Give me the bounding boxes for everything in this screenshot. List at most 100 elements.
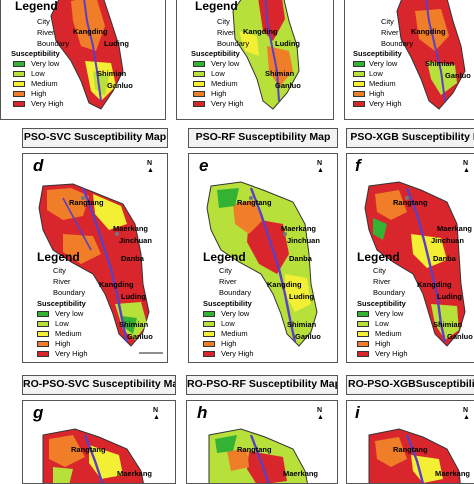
label-ganluo: Ganluo: [447, 332, 473, 341]
label-jinchuan: Jinchuan: [287, 236, 320, 245]
zone-medium: [239, 31, 259, 56]
panel-letter-f: f: [355, 156, 361, 175]
map-c-svg: [396, 0, 466, 110]
legend-medium: Medium: [375, 329, 402, 338]
swatch-medium: [193, 81, 205, 87]
zone-very-high: [258, 0, 285, 41]
label-rangtang: Rangtang: [393, 445, 428, 454]
zone-very-low: [215, 435, 237, 453]
label-shimian: Shimian: [433, 320, 463, 329]
zone-medium: [285, 274, 311, 312]
legend-medium: Medium: [369, 79, 396, 88]
legend-city: City: [373, 266, 386, 275]
swatch-very-low: [193, 61, 205, 67]
zone-very-high-center: [247, 218, 289, 274]
label-ganluo: Ganluo: [295, 332, 321, 341]
label-kangding: Kangding: [411, 27, 446, 36]
legend-very-high: Very High: [221, 349, 254, 358]
swatch-very-high: [353, 101, 365, 107]
swatch-very-low: [13, 61, 25, 67]
label-jinchuan: Jinchuan: [119, 236, 152, 245]
label-kangding: Kangding: [243, 27, 278, 36]
river: [249, 187, 297, 343]
legend-very-low: Very low: [31, 59, 60, 68]
legend-very-low: Very low: [55, 309, 84, 318]
swatch-high: [357, 341, 369, 347]
city-marker: [115, 232, 119, 236]
label-kangding: Kangding: [267, 280, 302, 289]
label-shimian: Shimian: [119, 320, 149, 329]
legend-river: River: [217, 28, 235, 37]
legend-very-low: Very low: [221, 309, 250, 318]
swatch-medium: [353, 81, 365, 87]
legend-boundary: Boundary: [381, 39, 414, 48]
legend-susceptibility: Susceptibility: [203, 299, 252, 308]
map-panel-c: Kangding Shimian Ganluo City River Bound…: [344, 0, 474, 120]
label-ganluo: Ganluo: [275, 81, 301, 90]
legend-low: Low: [375, 319, 389, 328]
panel-title-f: PSO-XGB Susceptibility M: [346, 128, 474, 148]
panel-title-i: RO-PSO-XGBSusceptibility: [346, 375, 474, 395]
label-kangding: Kangding: [99, 280, 134, 289]
legend-city: City: [381, 17, 394, 26]
city-marker: [283, 232, 287, 236]
swatch-very-low: [37, 311, 49, 317]
map-panel-f: f N ▲ Rangtang Maerkang Jinchuan Danba Ka…: [346, 153, 474, 363]
map-e-svg: [206, 181, 318, 347]
map-panel-g: g N ▲ Rangtang Maerkang: [22, 400, 176, 484]
legend-high: High: [369, 89, 385, 98]
label-luding: Luding: [275, 39, 300, 48]
swatch-medium: [37, 331, 49, 337]
north-arrow-icon: N ▲: [317, 160, 324, 174]
swatch-very-high: [37, 351, 49, 357]
swatch-very-high: [193, 101, 205, 107]
swatch-very-low: [357, 311, 369, 317]
zone-high-north: [47, 188, 89, 220]
map-h-svg: [208, 428, 308, 483]
legend-boundary: Boundary: [53, 288, 86, 297]
legend-river: River: [381, 28, 399, 37]
swatch-low: [37, 321, 49, 327]
label-ganluo: Ganluo: [107, 81, 133, 90]
map-panel-a: Legend Kangding Luding Shimian Ganluo Ci…: [0, 0, 166, 120]
city-marker: [405, 196, 409, 200]
label-maerkang: Maerkang: [113, 224, 149, 233]
legend-susceptibility: Susceptibility: [357, 299, 406, 308]
map-d-svg: [38, 183, 163, 354]
legend-high: High: [31, 89, 47, 98]
north-arrow-icon: N ▲: [317, 407, 324, 421]
swatch-low: [193, 71, 205, 77]
label-shimian: Shimian: [265, 69, 295, 78]
swatch-very-high: [357, 351, 369, 357]
zone-low: [431, 304, 459, 340]
legend-medium: Medium: [55, 329, 82, 338]
north-arrow-icon: N ▲: [463, 407, 470, 421]
legend-low: Low: [31, 69, 45, 78]
map-panel-h: h N ▲ Rangtang Maerkang: [186, 400, 338, 484]
legend-high: High: [211, 89, 227, 98]
legend-river: River: [53, 277, 71, 286]
zone-high: [233, 200, 263, 234]
map-b-svg: [232, 0, 300, 110]
label-rangtang: Rangtang: [71, 445, 106, 454]
river: [425, 0, 446, 102]
label-ganluo: Ganluo: [127, 332, 153, 341]
legend-medium: Medium: [31, 79, 58, 88]
swatch-low: [357, 321, 369, 327]
legend-low: Low: [55, 319, 69, 328]
label-maerkang: Maerkang: [437, 224, 473, 233]
label-luding: Luding: [104, 39, 129, 48]
legend-very-high: Very High: [31, 99, 64, 108]
zone-high: [375, 437, 407, 467]
legend-city: City: [219, 266, 232, 275]
swatch-low: [353, 71, 365, 77]
legend-very-high: Very High: [55, 349, 88, 358]
legend-medium: Medium: [211, 79, 238, 88]
legend-very-low: Very low: [375, 309, 404, 318]
label-shimian: Shimian: [287, 320, 317, 329]
label-shimian: Shimian: [97, 69, 127, 78]
zone-medium: [411, 234, 447, 268]
swatch-very-high: [13, 101, 25, 107]
river: [405, 187, 447, 343]
legend-very-low: Very low: [369, 59, 398, 68]
